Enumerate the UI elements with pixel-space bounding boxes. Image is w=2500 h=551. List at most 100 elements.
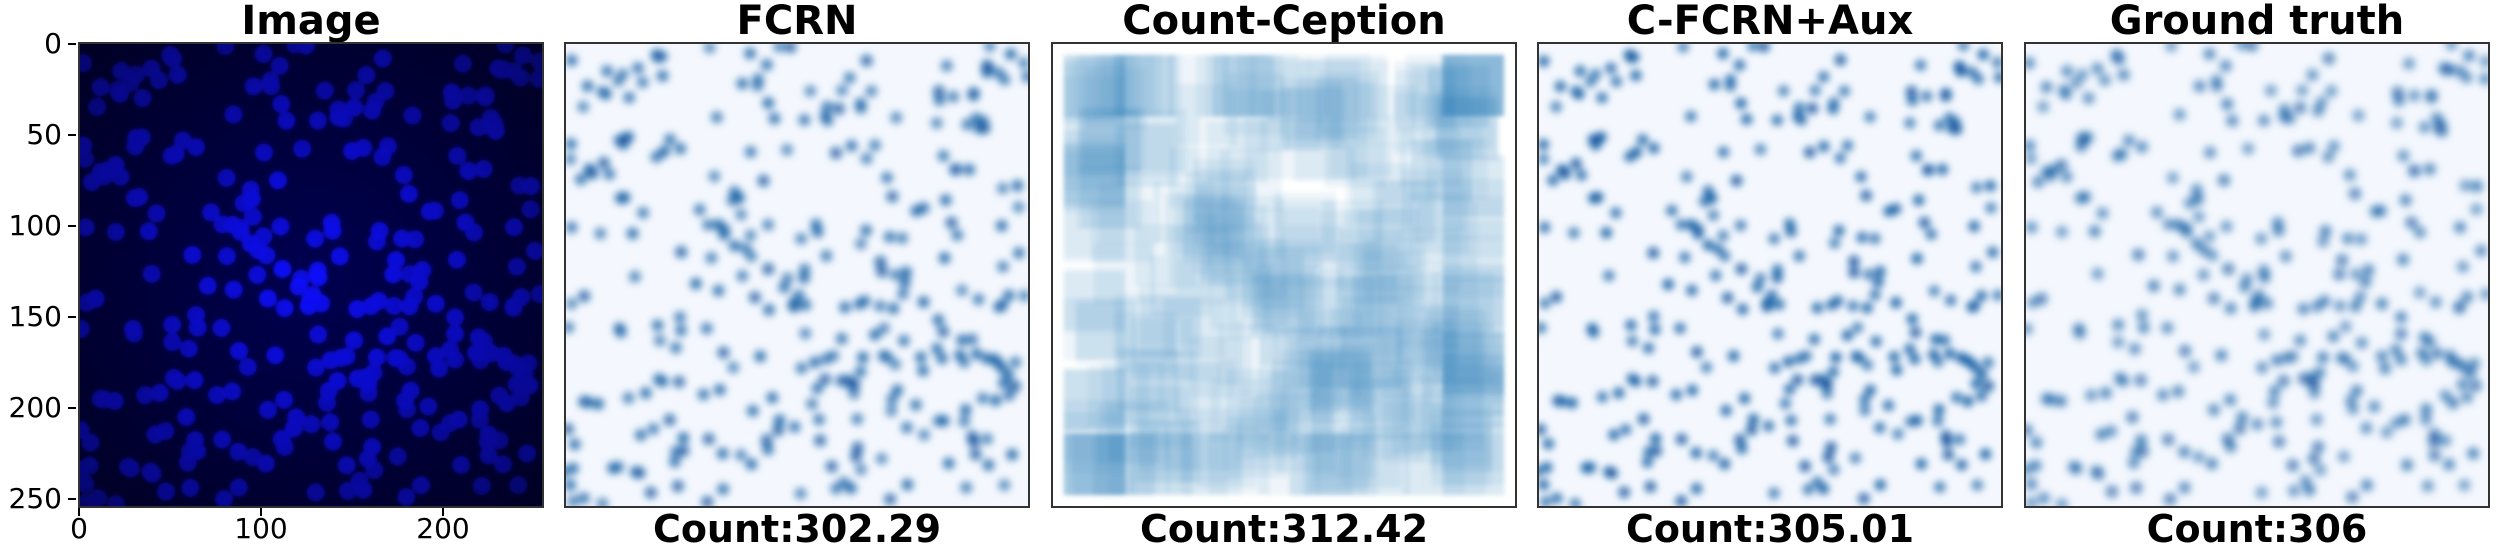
density-blob <box>2359 276 2371 288</box>
density-blob <box>1551 394 1564 407</box>
density-blob <box>1018 289 1028 302</box>
density-blob <box>891 384 904 396</box>
density-blob <box>989 394 1002 407</box>
density-blob <box>1827 366 1839 378</box>
density-blob <box>2429 429 2441 441</box>
density-blob <box>995 219 1008 232</box>
density-blob <box>623 91 635 104</box>
density-blob <box>1855 171 1867 183</box>
density-blob <box>2204 146 2216 158</box>
density-blob <box>1850 350 1862 363</box>
density-blob <box>1625 319 1637 331</box>
density-blob <box>2454 221 2466 233</box>
density-blob <box>2333 268 2345 280</box>
density-blob <box>2167 250 2179 262</box>
density-blob <box>754 350 766 363</box>
density-blob <box>1906 94 1919 107</box>
density-blob <box>1922 164 1935 176</box>
density-blob <box>2194 80 2206 92</box>
ground-truth-density-map <box>2026 44 2488 506</box>
density-blob <box>2297 303 2309 315</box>
density-blob <box>1011 179 1024 192</box>
density-square <box>1308 54 1371 117</box>
density-blob <box>622 392 635 404</box>
density-blob <box>578 395 590 408</box>
density-blob <box>639 387 652 399</box>
density-blob <box>1968 220 1980 233</box>
density-blob <box>1554 80 1567 93</box>
density-blob <box>2420 414 2432 426</box>
density-blob <box>2215 349 2227 361</box>
density-blob <box>878 322 890 335</box>
density-blob <box>896 232 908 244</box>
density-blob <box>917 202 930 214</box>
density-blob <box>2235 44 2247 51</box>
density-blob <box>1955 459 1968 471</box>
panel-title-image: Image <box>241 0 381 44</box>
density-blob <box>917 364 929 377</box>
density-blob <box>931 117 943 129</box>
density-blob <box>566 221 578 234</box>
density-blob <box>804 85 817 97</box>
density-blob <box>2381 426 2393 438</box>
y-tick-label: 150 <box>8 300 62 333</box>
density-blob <box>825 460 838 473</box>
density-square <box>1258 433 1320 496</box>
density-blob <box>795 362 808 374</box>
density-blob <box>2312 441 2324 453</box>
y-tick-mark <box>68 498 76 500</box>
density-blob <box>2280 250 2292 262</box>
density-blob <box>744 229 757 242</box>
density-blob <box>2334 300 2346 312</box>
density-blob <box>1809 84 1821 97</box>
density-blob <box>956 284 968 297</box>
density-blob <box>876 265 888 278</box>
density-blob <box>1686 284 1698 297</box>
density-blob <box>1975 290 1988 302</box>
density-blob <box>670 341 682 354</box>
density-blob <box>1890 364 1903 376</box>
density-blob <box>958 415 971 428</box>
density-blob <box>1618 486 1630 499</box>
density-blob <box>762 443 774 456</box>
density-blob <box>781 143 793 156</box>
density-square <box>1296 309 1358 372</box>
density-blob <box>973 122 986 135</box>
density-blob <box>566 479 576 491</box>
density-blob <box>996 299 1008 311</box>
density-blob <box>728 239 741 252</box>
density-blob <box>2272 217 2284 229</box>
density-blob <box>1822 451 1835 464</box>
density-blob <box>2458 479 2470 491</box>
density-blob <box>744 47 756 60</box>
density-blob <box>811 226 824 238</box>
density-blob <box>652 373 665 385</box>
density-blob <box>1575 169 1588 181</box>
density-blob <box>614 192 627 204</box>
density-blob <box>773 44 785 53</box>
density-blob <box>874 300 886 312</box>
density-blob <box>2392 86 2404 98</box>
density-blob <box>878 350 890 362</box>
density-blob <box>2055 395 2067 407</box>
density-blob <box>636 76 649 89</box>
density-blob <box>2311 300 2323 312</box>
density-blob <box>798 114 811 126</box>
density-blob <box>2311 414 2323 426</box>
density-blob <box>2220 60 2232 72</box>
density-blob <box>1771 114 1783 126</box>
density-blob <box>2303 142 2315 154</box>
density-blob <box>1793 101 1806 114</box>
density-blob <box>2112 319 2124 331</box>
density-blob <box>1649 323 1661 336</box>
density-blob <box>1603 269 1615 282</box>
density-blob <box>1888 351 1900 363</box>
density-blob <box>2026 497 2037 506</box>
density-blob <box>603 168 616 180</box>
density-blob <box>1858 393 1871 406</box>
density-blob <box>2218 174 2230 186</box>
density-blob <box>566 54 578 67</box>
density-blob <box>2287 350 2299 362</box>
density-blob <box>617 138 630 150</box>
density-blob <box>992 67 1005 79</box>
